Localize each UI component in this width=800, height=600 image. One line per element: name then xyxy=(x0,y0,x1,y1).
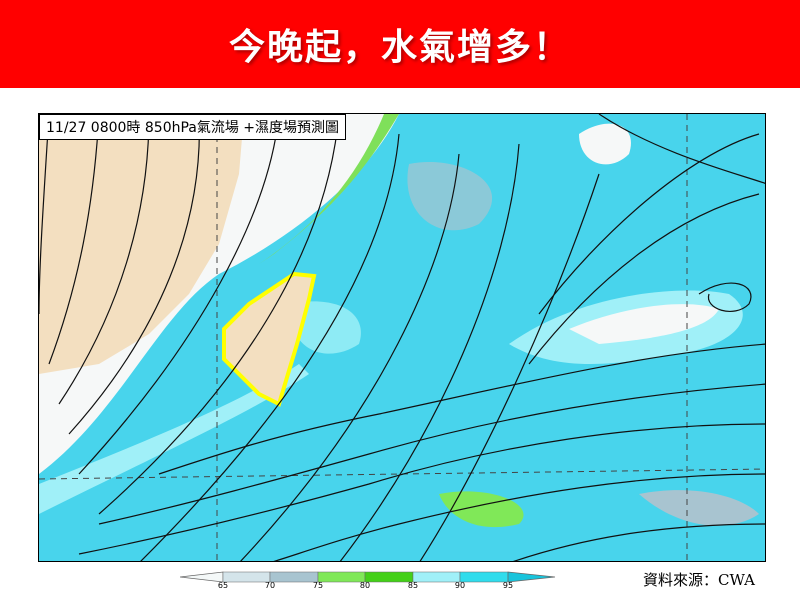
colorbar-tick: 65 xyxy=(217,581,229,590)
colorbar-tick: 90 xyxy=(454,581,466,590)
map-title: 11/27 0800時 850hPa氣流場 +濕度場預測圖 xyxy=(39,114,347,140)
data-source: 資料來源：CWA xyxy=(643,571,755,589)
colorbar-tick: 80 xyxy=(359,581,371,590)
colorbar-tick: 95 xyxy=(502,581,514,590)
colorbar-graphic xyxy=(179,571,556,583)
colorbar-tick: 85 xyxy=(407,581,419,590)
map-graphic xyxy=(39,114,765,561)
mainland-land xyxy=(39,114,244,374)
headline-banner: 今晚起，水氣增多！ xyxy=(0,0,800,88)
colorbar-tick: 70 xyxy=(264,581,276,590)
streamlines xyxy=(39,114,765,561)
headline: 今晚起，水氣增多！ xyxy=(228,27,571,68)
weather-map: 11/27 0800時 850hPa氣流場 +濕度場預測圖 xyxy=(38,113,766,562)
colorbar-high-end xyxy=(507,571,556,583)
colorbar-tick: 75 xyxy=(312,581,324,590)
humidity-colorbar: 65 70 75 80 85 90 95 xyxy=(179,568,610,598)
colorbar-low-end xyxy=(179,571,224,583)
taiwan-outline xyxy=(222,271,317,407)
